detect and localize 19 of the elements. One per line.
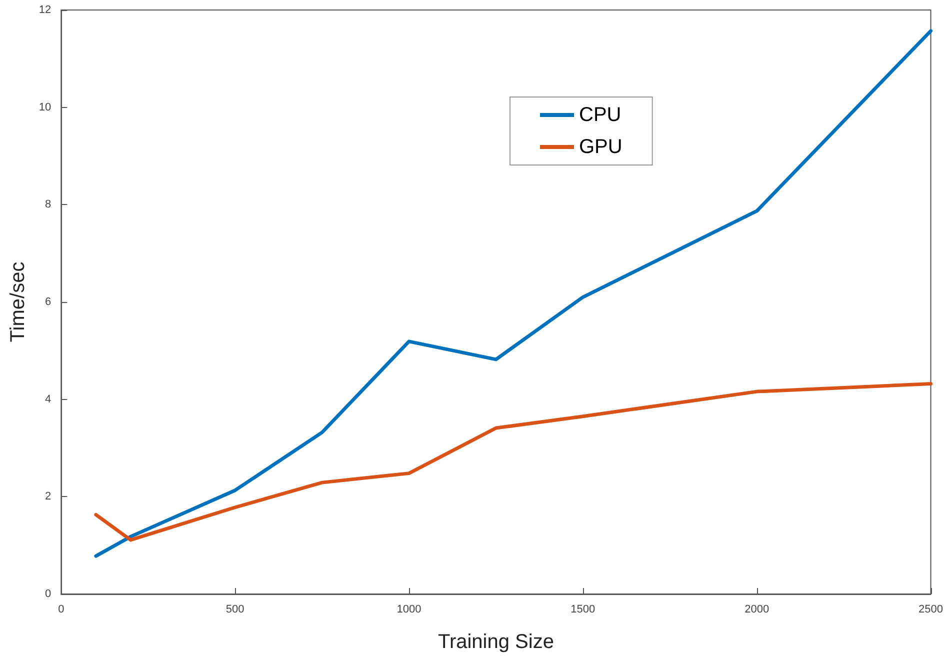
- y-axis-title: Time/sec: [7, 262, 29, 342]
- x-axis-title: Training Size: [438, 631, 554, 653]
- y-tick-label: 12: [38, 4, 52, 16]
- y-tick-label: 4: [45, 393, 52, 406]
- x-tick-label: 500: [226, 604, 244, 616]
- y-tick-label: 10: [38, 101, 52, 114]
- y-tick-label: 2: [45, 490, 52, 503]
- x-tick-label: 2000: [744, 604, 770, 616]
- y-tick-label: 8: [45, 198, 52, 211]
- line-series: [94, 29, 933, 558]
- y-tick-label: 6: [45, 296, 52, 308]
- y-tick-label: 0: [45, 588, 52, 600]
- legend-label: GPU: [579, 136, 622, 158]
- x-tick-label: 0: [58, 604, 64, 616]
- line-series: [94, 382, 933, 542]
- x-tick-label: 1500: [570, 604, 596, 616]
- x-tick-label: 2500: [918, 604, 944, 616]
- x-tick-label: 1000: [396, 604, 422, 616]
- legend-label: CPU: [579, 104, 622, 126]
